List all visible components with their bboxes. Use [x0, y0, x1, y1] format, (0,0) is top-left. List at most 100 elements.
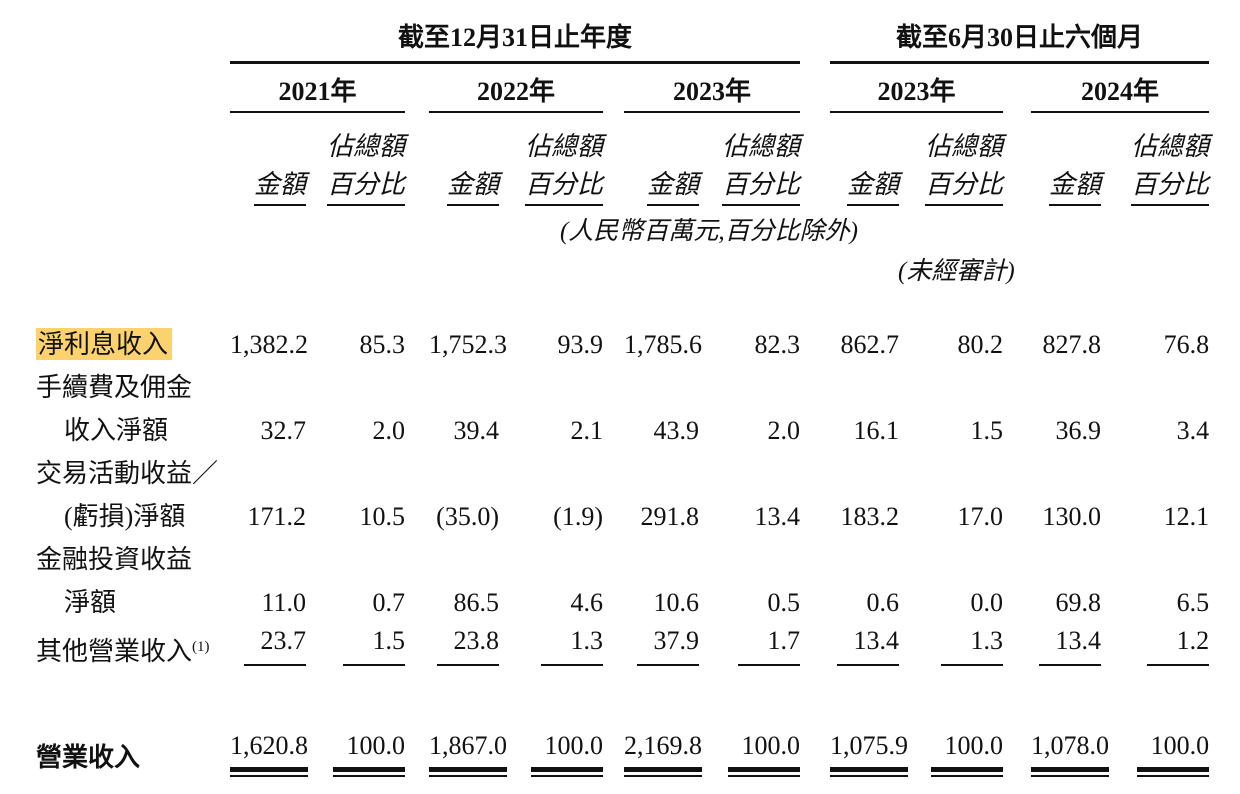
value-cell: 0.7: [372, 587, 406, 617]
row-label-continued: 收入淨額: [64, 415, 169, 445]
value-cell: 86.5: [453, 587, 500, 617]
row-label-continued: 淨額: [64, 587, 117, 617]
year-header-2024-interim: 2024年: [1031, 62, 1210, 113]
value-cell: 3.4: [1176, 415, 1210, 445]
value-cell: 1,382.2: [230, 329, 308, 359]
group-gap: [800, 16, 830, 62]
value-cell: 36.9: [1055, 415, 1102, 445]
table-row-net-interest-income: 淨利息收入 1,382.2 85.3 1,752.3 93.9 1,785.6 …: [36, 316, 1210, 360]
value-cell: 80.2: [957, 329, 1004, 359]
footnote-marker: (1): [192, 638, 210, 655]
value-cell: 93.9: [557, 329, 604, 359]
value-cell: 171.2: [247, 501, 307, 531]
spacer-row: [36, 666, 1209, 714]
percentage-subheader: 佔總額 百分比: [499, 112, 603, 206]
value-cell: 10.5: [359, 501, 406, 531]
value-cell: 862.7: [840, 329, 900, 359]
year-header-2023: 2023年: [624, 62, 801, 113]
table-row-total-operating-income: 營業收入 1,620.8 100.0 1,867.0 100.0 2,169.8…: [36, 714, 1210, 778]
year-header-2021: 2021年: [230, 62, 405, 113]
value-cell: 1,752.3: [429, 329, 507, 359]
value-cell: 23.7: [230, 617, 306, 666]
total-value-cell: 100.0: [699, 714, 801, 778]
value-cell: 2.1: [570, 415, 604, 445]
total-value-cell: 100.0: [306, 714, 405, 778]
amount-subheader: 金額: [624, 112, 699, 206]
value-cell: 2.0: [372, 415, 406, 445]
table-row-fee-values: 收入淨額 32.7 2.0 39.4 2.1 43.9 2.0 16.1 1.5…: [36, 402, 1209, 445]
row-label: 其他營業收入(1): [36, 636, 210, 666]
row-label-continued: (虧損)淨額: [64, 501, 186, 531]
total-value-cell: 2,169.8: [624, 714, 702, 778]
value-cell: 2.0: [767, 415, 801, 445]
total-value-cell: 1,620.8: [230, 714, 308, 778]
percentage-subheader: 佔總額 百分比: [306, 112, 405, 206]
value-cell: 82.3: [754, 329, 801, 359]
row-label: 交易活動收益／: [36, 458, 219, 488]
value-cell: 16.1: [853, 415, 900, 445]
period-group-row: 截至12月31日止年度 截至6月30日止六個月: [36, 16, 1210, 64]
value-cell: 13.4: [754, 501, 801, 531]
value-cell: 6.5: [1176, 587, 1210, 617]
row-label: 手續費及佣金: [36, 372, 193, 402]
percentage-subheader: 佔總額 百分比: [899, 112, 1004, 206]
value-cell: 1.3: [499, 617, 603, 666]
table-row-fee-label: 手續費及佣金: [36, 359, 1209, 402]
unaudited-note: (未經審計): [898, 258, 1015, 285]
total-value-cell: 100.0: [1101, 714, 1210, 778]
year-ended-group-header: 截至12月31日止年度: [230, 16, 801, 64]
subheader-row: 金額 佔總額 百分比 金額 佔總額 百分比 金額 佔總額 百分比 金額 佔總額 百分比 …: [36, 112, 1210, 206]
value-cell: 43.9: [653, 415, 700, 445]
value-cell: 1.3: [899, 617, 1004, 666]
amount-subheader: 金額: [429, 112, 499, 206]
value-cell: 85.3: [359, 329, 406, 359]
percentage-subheader: 佔總額 百分比: [699, 112, 801, 206]
year-header-2023-interim: 2023年: [830, 62, 1004, 113]
total-value-cell: 1,075.9: [830, 714, 909, 778]
total-value-cell: 100.0: [899, 714, 1004, 778]
total-value-cell: 100.0: [499, 714, 603, 778]
value-cell: 13.4: [830, 617, 900, 666]
value-cell: 76.8: [1163, 329, 1210, 359]
value-cell: 1.5: [970, 415, 1004, 445]
value-cell: 1.7: [699, 617, 801, 666]
value-cell: 32.7: [260, 415, 307, 445]
value-cell: (35.0): [436, 501, 499, 531]
unaudited-note-row: (未經審計): [36, 246, 1209, 286]
table-row-other-income: 其他營業收入(1) 23.7 1.5 23.8 1.3 37.9 1.7 13.…: [36, 617, 1210, 666]
value-cell: 11.0: [261, 587, 306, 617]
year-header-row: 2021年 2022年 2023年 2023年 2024年: [36, 62, 1210, 113]
value-cell: (1.9): [553, 501, 603, 531]
value-cell: 827.8: [1042, 329, 1102, 359]
spacer-row: [36, 286, 1209, 316]
value-cell: 39.4: [453, 415, 500, 445]
value-cell: 12.1: [1163, 501, 1210, 531]
table-row-investment-label: 金融投資收益: [36, 531, 1209, 574]
value-cell: 13.4: [1031, 617, 1102, 666]
table-row-trading-label: 交易活動收益／: [36, 445, 1209, 488]
value-cell: 10.6: [653, 587, 700, 617]
value-cell: 1,785.6: [624, 329, 702, 359]
value-cell: 69.8: [1055, 587, 1102, 617]
unit-note: (人民幣百萬元,百分比除外): [560, 218, 858, 245]
amount-subheader: 金額: [230, 112, 306, 206]
value-cell: 291.8: [640, 501, 700, 531]
unit-note-row: (人民幣百萬元,百分比除外): [36, 206, 1209, 246]
value-cell: 17.0: [957, 501, 1004, 531]
value-cell: 0.6: [866, 587, 900, 617]
value-cell: 23.8: [429, 617, 499, 666]
amount-subheader: 金額: [1031, 112, 1102, 206]
percentage-subheader: 佔總額 百分比: [1101, 112, 1210, 206]
value-cell: 0.0: [970, 587, 1004, 617]
year-header-2022: 2022年: [429, 62, 603, 113]
value-cell: 0.5: [767, 587, 801, 617]
total-value-cell: 1,078.0: [1031, 714, 1110, 778]
value-cell: 4.6: [570, 587, 604, 617]
value-cell: 1.5: [306, 617, 405, 666]
six-months-group-header: 截至6月30日止六個月: [830, 16, 1210, 64]
value-cell: 130.0: [1042, 501, 1102, 531]
row-label: 金融投資收益: [36, 544, 193, 574]
table-row-investment-values: 淨額 11.0 0.7 86.5 4.6 10.6 0.5 0.6 0.0 69…: [36, 574, 1209, 617]
total-value-cell: 1,867.0: [429, 714, 507, 778]
